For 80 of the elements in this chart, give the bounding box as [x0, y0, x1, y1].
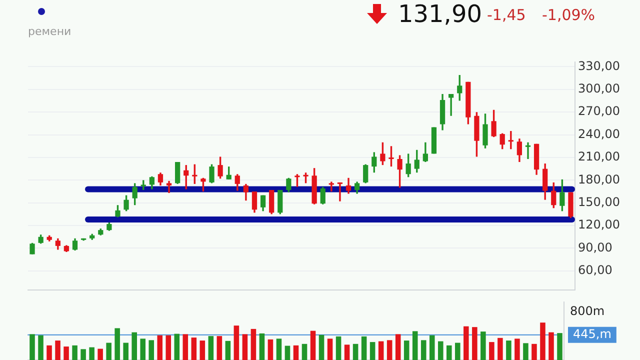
- bar: [89, 347, 94, 360]
- bar: [208, 336, 214, 360]
- bar: [464, 326, 469, 360]
- bar: [284, 346, 290, 360]
- bar: [106, 342, 112, 360]
- ref-line-label: 445,m: [573, 327, 612, 342]
- bar: [352, 344, 358, 360]
- bar: [420, 340, 426, 360]
- y-tick-label: 240,00: [578, 126, 620, 141]
- y-tick-label: 330,00: [578, 58, 620, 73]
- bar: [472, 327, 478, 360]
- y-tick-label: 300,00: [578, 82, 620, 96]
- text: -1,45: [487, 6, 526, 24]
- bar: [370, 342, 376, 360]
- bar: [489, 342, 494, 360]
- y-tick-label: 270,00: [578, 104, 620, 118]
- bar: [506, 340, 512, 360]
- bar: [336, 336, 342, 360]
- bar: [148, 340, 154, 360]
- bar: [46, 345, 52, 360]
- bar: [540, 322, 546, 360]
- bar: [38, 335, 44, 360]
- bar: [404, 340, 410, 360]
- bar: [132, 332, 137, 360]
- bar: [216, 336, 222, 360]
- bar: [327, 338, 333, 360]
- bar: [259, 333, 265, 360]
- bar: [310, 330, 316, 360]
- y-tick-label: 90,00: [578, 240, 612, 254]
- bar: [523, 343, 528, 360]
- bar: [174, 334, 180, 360]
- bar: [480, 332, 486, 360]
- bar: [548, 332, 554, 360]
- y-tick-label: 210,00: [578, 150, 620, 164]
- bar: [140, 338, 146, 360]
- bar: [55, 340, 60, 360]
- bar: [532, 344, 537, 360]
- text: 800m: [570, 304, 605, 318]
- bar: [514, 338, 520, 360]
- bar: [72, 345, 78, 360]
- y-tick-label: 60,00: [578, 263, 612, 278]
- bar: [302, 344, 308, 360]
- y-tick-label: 120,00: [578, 218, 620, 232]
- bar: [293, 345, 299, 360]
- bar: [157, 335, 163, 360]
- bar: [234, 326, 240, 360]
- bar: [200, 340, 206, 360]
- bar: [80, 349, 86, 360]
- bar: [64, 346, 69, 360]
- bar: [438, 341, 444, 360]
- bar: [250, 328, 256, 360]
- bar: [318, 334, 324, 360]
- bar: [446, 345, 452, 360]
- bar: [557, 333, 562, 360]
- bar: [182, 334, 188, 360]
- bar: [98, 348, 103, 360]
- text: -1,09%: [542, 6, 596, 24]
- bar: [242, 334, 248, 360]
- chart-subtitle: ремени: [28, 25, 72, 38]
- bar: [344, 344, 350, 360]
- bar: [123, 342, 128, 360]
- y-tick-label: 150,00: [578, 194, 620, 209]
- bar: [225, 340, 231, 360]
- bar: [268, 339, 274, 360]
- bar: [191, 338, 197, 360]
- candlestick: [431, 127, 437, 154]
- chart-title: 131,90: [398, 0, 482, 28]
- bar: [412, 331, 418, 360]
- bar: [455, 342, 460, 360]
- bar: [429, 335, 435, 360]
- bar: [361, 336, 367, 360]
- bar: [378, 341, 384, 360]
- bar: [395, 334, 401, 360]
- y-tick-label: 180,00: [578, 172, 620, 186]
- bar: [30, 334, 35, 360]
- bar: [276, 338, 282, 360]
- bar: [386, 340, 392, 360]
- bar: [114, 328, 120, 360]
- bar: [166, 335, 172, 360]
- bar: [498, 338, 503, 360]
